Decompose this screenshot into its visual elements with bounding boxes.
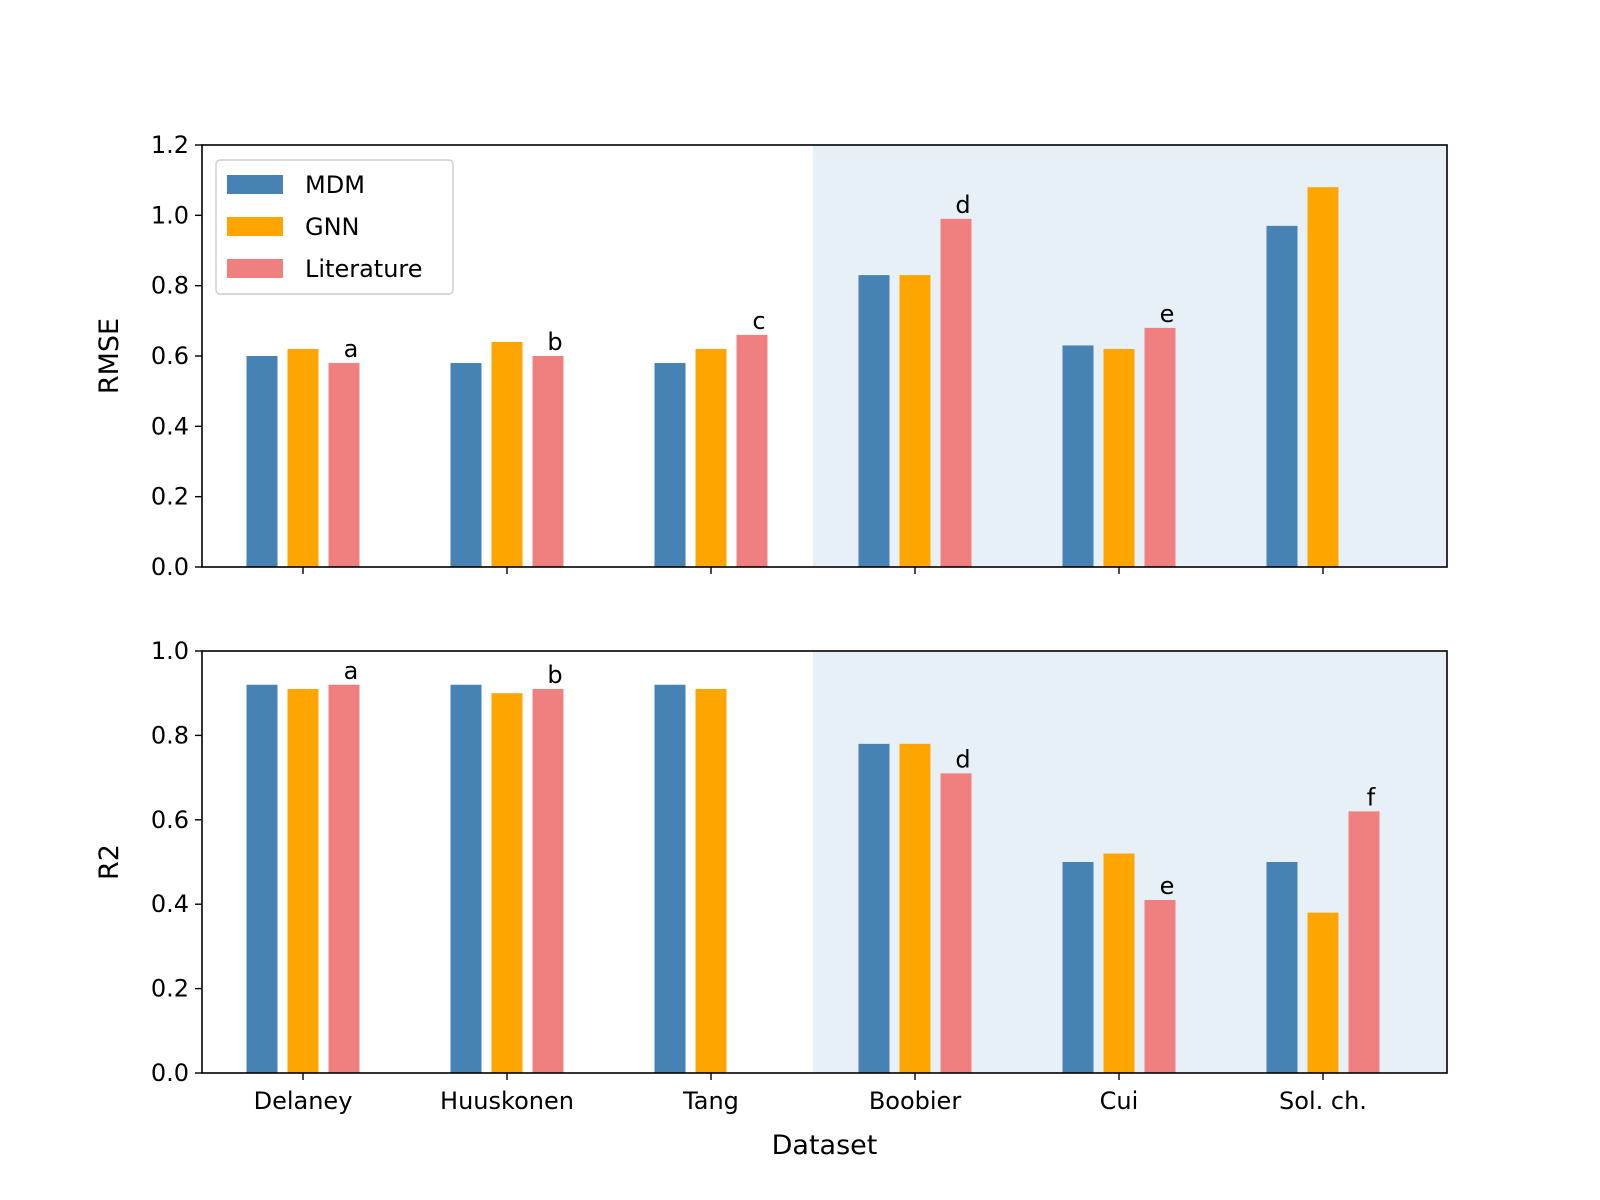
bar-literature-delaney: [328, 684, 360, 1073]
bar-gnn-sol-ch-: [1307, 187, 1339, 567]
bar-literature-boobier: [940, 773, 972, 1073]
top-panel: a b c d e 0.0 0.2 0.4 0.6 0.8 1.0 1.2 RMSE MDM GNN Lite…: [94, 131, 1448, 581]
bar-gnn-sol-ch-: [1307, 912, 1339, 1073]
bar-gnn-tang: [695, 348, 727, 567]
annotation-d: d: [955, 745, 970, 773]
bar-gnn-cui: [1103, 348, 1135, 567]
legend-label-mdm: MDM: [305, 171, 365, 199]
y-tick-label: 0.6: [151, 806, 189, 834]
x-tick-label: Sol. ch.: [1279, 1087, 1367, 1115]
bar-literature-huuskonen: [532, 356, 564, 567]
bar-mdm-boobier: [858, 275, 890, 567]
bar-mdm-cui: [1062, 345, 1094, 567]
bar-literature-tang: [736, 334, 768, 567]
bar-gnn-tang: [695, 688, 727, 1073]
x-tick-label: Huuskonen: [440, 1087, 574, 1115]
bar-mdm-boobier: [858, 743, 890, 1073]
annotation-a: a: [344, 335, 359, 363]
y-axis-label: R2: [94, 844, 125, 880]
bar-gnn-huuskonen: [491, 693, 523, 1073]
legend-swatch-gnn: [227, 217, 283, 236]
x-axis-label: Dataset: [772, 1130, 878, 1161]
bar-mdm-delaney: [246, 684, 278, 1073]
annotation-b: b: [547, 328, 562, 356]
bar-gnn-boobier: [899, 743, 931, 1073]
bar-mdm-huuskonen: [450, 363, 482, 567]
bottom-panel: a b d e f 0.0 0.2 0.4 0.6 0.8 1.0 R2 Delaney Huuskone…: [94, 637, 1448, 1161]
x-tick-label: Boobier: [869, 1087, 962, 1115]
annotation-f: f: [1367, 783, 1376, 811]
y-tick-label: 1.0: [151, 201, 189, 229]
y-tick-label: 0.0: [151, 1059, 189, 1087]
bar-literature-cui: [1144, 899, 1176, 1073]
bar-literature-boobier: [940, 218, 972, 567]
legend-swatch-mdm: [227, 175, 283, 194]
y-tick-label: 0.4: [151, 412, 189, 440]
bar-mdm-cui: [1062, 862, 1094, 1073]
bar-mdm-huuskonen: [450, 684, 482, 1073]
x-tick-label: Delaney: [254, 1087, 353, 1115]
bar-mdm-sol-ch-: [1266, 862, 1298, 1073]
y-tick-label: 0.8: [151, 721, 189, 749]
bar-gnn-huuskonen: [491, 341, 523, 567]
y-axis-label: RMSE: [94, 318, 125, 394]
annotation-e: e: [1160, 300, 1175, 328]
annotation-b: b: [547, 661, 562, 689]
axes-frame: [201, 650, 1448, 1074]
x-tick-label: Cui: [1100, 1087, 1139, 1115]
y-tick-label: 0.2: [151, 975, 189, 1003]
bar-gnn-delaney: [287, 348, 319, 567]
legend: MDM GNN Literature: [215, 159, 454, 295]
annotation-a: a: [344, 657, 359, 685]
legend-label-gnn: GNN: [305, 213, 360, 241]
y-tick-label: 0.6: [151, 342, 189, 370]
legend-label-literature: Literature: [305, 255, 423, 283]
y-tick-label: 1.0: [151, 637, 189, 665]
bar-literature-cui: [1144, 327, 1176, 567]
y-tick-label: 0.2: [151, 483, 189, 511]
y-tick-label: 0.8: [151, 272, 189, 300]
bar-gnn-boobier: [899, 275, 931, 567]
bar-literature-sol-ch-: [1348, 811, 1380, 1073]
y-tick-label: 0.4: [151, 890, 189, 918]
annotation-e: e: [1160, 872, 1175, 900]
bar-gnn-delaney: [287, 688, 319, 1073]
bar-gnn-cui: [1103, 853, 1135, 1073]
bar-mdm-sol-ch-: [1266, 225, 1298, 567]
legend-swatch-literature: [227, 259, 283, 278]
bar-mdm-tang: [654, 363, 686, 567]
annotation-d: d: [955, 191, 970, 219]
bar-mdm-tang: [654, 684, 686, 1073]
y-tick-label: 1.2: [151, 131, 189, 159]
bar-literature-huuskonen: [532, 688, 564, 1073]
x-tick-label: Tang: [682, 1087, 739, 1115]
annotation-c: c: [752, 307, 765, 335]
bar-literature-delaney: [328, 363, 360, 567]
y-tick-label: 0.0: [151, 553, 189, 581]
bar-mdm-delaney: [246, 356, 278, 567]
